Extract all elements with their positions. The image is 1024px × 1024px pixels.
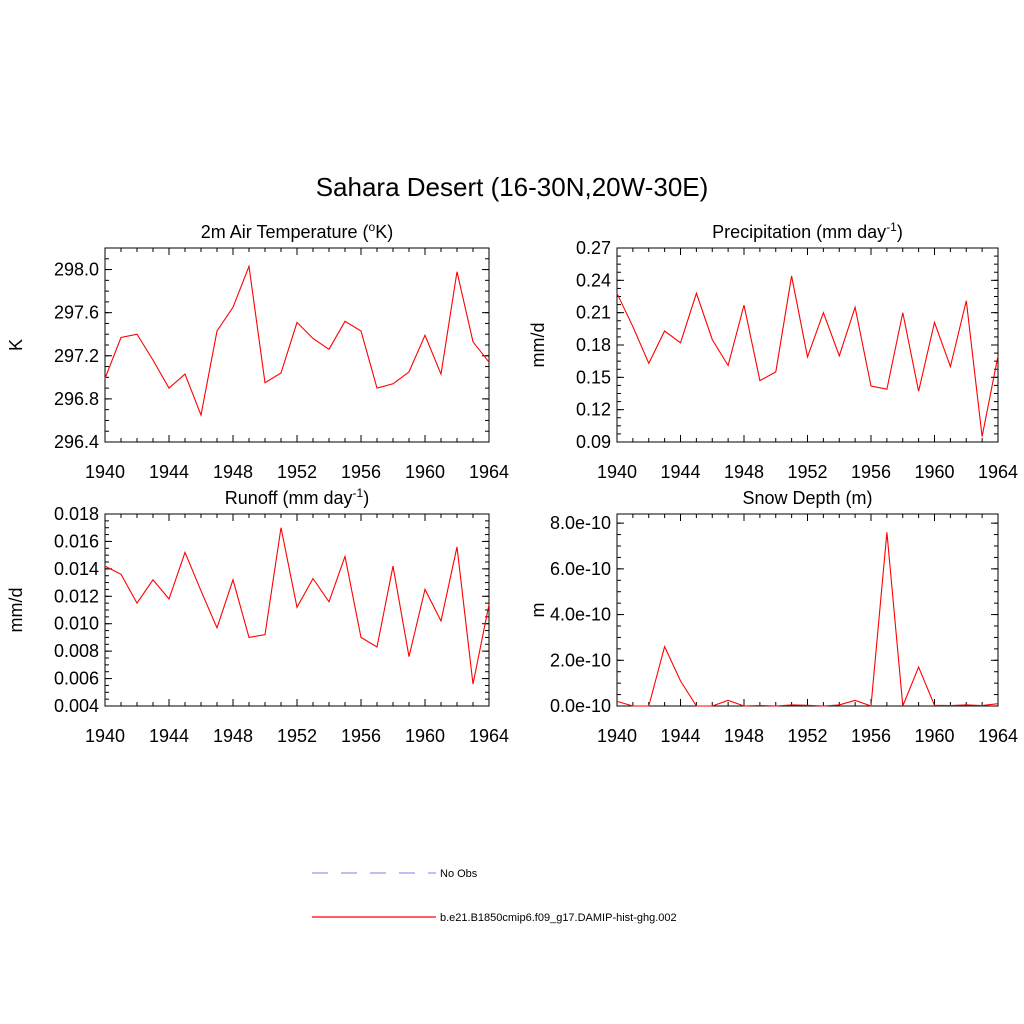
y-tick-label: 296.8 — [54, 389, 99, 409]
x-tick-label: 1960 — [405, 462, 445, 482]
y-tick-label: 296.4 — [54, 432, 99, 452]
panel-title-part: ) — [897, 222, 903, 242]
panel-title: 2m Air Temperature (oK) — [201, 220, 393, 242]
x-tick-label: 1940 — [597, 726, 637, 746]
y-tick-label: 0.21 — [576, 303, 611, 323]
plot-frame — [104, 513, 490, 707]
chart-panel-3: 1940 1944 1948 1952 1956 1960 1964 0.004 0.006 0.… — [6, 486, 509, 746]
series-line — [104, 264, 490, 418]
x-tick-label: 1948 — [213, 462, 253, 482]
x-tick-label: 1944 — [149, 726, 189, 746]
y-tick-label: 298.0 — [54, 260, 99, 280]
x-tick-label: 1948 — [724, 726, 764, 746]
chart-panel-2: 1940 1944 1948 1952 1956 1960 1964 0.09 0.12 0.15… — [528, 220, 1018, 482]
x-tick-label: 1964 — [978, 726, 1018, 746]
y-tick-label: 8.0e-10 — [550, 513, 611, 533]
y-tick-label: 4.0e-10 — [550, 605, 611, 625]
panel-title-part: -1 — [886, 220, 897, 234]
panel-title: Snow Depth (m) — [742, 488, 872, 508]
panel-title-part: -1 — [353, 486, 364, 500]
x-tick-label: 1956 — [851, 726, 891, 746]
x-tick-label: 1944 — [149, 462, 189, 482]
x-tick-label: 1952 — [787, 726, 827, 746]
panel-title-part: K) — [375, 222, 393, 242]
x-tick-label: 1952 — [277, 726, 317, 746]
x-tick-label: 1964 — [978, 462, 1018, 482]
panels: 1940 1944 1948 1952 1956 1960 1964 296.4 296.8 29… — [6, 220, 1018, 746]
panel-title: Runoff (mm day-1) — [225, 486, 369, 508]
series-line — [104, 527, 490, 685]
y-tick-label: 0.09 — [576, 432, 611, 452]
plot-frame — [616, 247, 999, 443]
y-tick-label: 0.016 — [54, 531, 99, 551]
y-tick-label: 0.18 — [576, 335, 611, 355]
y-tick-label: 0.27 — [576, 238, 611, 258]
x-tick-label: 1952 — [277, 462, 317, 482]
legend: No Obs b.e21.B1850cmip6.f09_g17.DAMIP-his… — [312, 868, 677, 924]
x-tick-label: 1960 — [914, 462, 954, 482]
legend-label: b.e21.B1850cmip6.f09_g17.DAMIP-hist-ghg.… — [440, 912, 677, 924]
figure-title: Sahara Desert (16-30N,20W-30E) — [316, 172, 709, 202]
y-axis-label: m — [528, 603, 548, 618]
y-tick-label: 0.006 — [54, 669, 99, 689]
x-tick-label: 1948 — [213, 726, 253, 746]
y-tick-label: 297.2 — [54, 346, 99, 366]
series-line — [616, 532, 999, 707]
panel-title-part: Precipitation (mm day — [712, 222, 886, 242]
y-tick-label: 0.15 — [576, 367, 611, 387]
plot-frame — [616, 513, 999, 707]
x-tick-label: 1956 — [341, 462, 381, 482]
y-tick-label: 0.014 — [54, 559, 99, 579]
x-tick-label: 1956 — [341, 726, 381, 746]
y-tick-label: 0.018 — [54, 504, 99, 524]
y-tick-label: 0.004 — [54, 696, 99, 716]
panel-title: Precipitation (mm day-1) — [712, 220, 903, 242]
series-line — [616, 275, 999, 437]
panel-title-part: Snow Depth (m) — [742, 488, 872, 508]
y-tick-label: 2.0e-10 — [550, 650, 611, 670]
x-tick-label: 1940 — [597, 462, 637, 482]
panel-title-part: o — [369, 220, 376, 234]
x-tick-label: 1940 — [85, 462, 125, 482]
panel-title-part: ) — [363, 488, 369, 508]
panel-title-part: 2m Air Temperature ( — [201, 222, 369, 242]
x-tick-label: 1960 — [914, 726, 954, 746]
x-tick-label: 1940 — [85, 726, 125, 746]
x-tick-label: 1964 — [469, 726, 509, 746]
y-tick-label: 0.12 — [576, 400, 611, 420]
y-tick-label: 0.008 — [54, 641, 99, 661]
y-tick-label: 0.012 — [54, 586, 99, 606]
y-tick-label: 6.0e-10 — [550, 559, 611, 579]
y-tick-label: 297.6 — [54, 303, 99, 323]
x-tick-label: 1956 — [851, 462, 891, 482]
y-tick-label: 0.24 — [576, 270, 611, 290]
plot-frame — [104, 247, 490, 443]
panel-title-part: Runoff (mm day — [225, 488, 353, 508]
y-axis-label: K — [6, 339, 26, 351]
x-tick-label: 1948 — [724, 462, 764, 482]
y-tick-label: 0.010 — [54, 614, 99, 634]
legend-label: No Obs — [440, 868, 478, 880]
x-tick-label: 1952 — [787, 462, 827, 482]
x-tick-label: 1964 — [469, 462, 509, 482]
y-axis-label: mm/d — [6, 588, 26, 633]
x-tick-label: 1944 — [660, 462, 700, 482]
chart-panel-4: 1940 1944 1948 1952 1956 1960 1964 0.0e-10 2.0e-… — [528, 488, 1018, 746]
y-axis-label: mm/d — [528, 323, 548, 368]
x-tick-label: 1960 — [405, 726, 445, 746]
x-tick-label: 1944 — [660, 726, 700, 746]
y-tick-label: 0.0e-10 — [550, 696, 611, 716]
chart-panel-1: 1940 1944 1948 1952 1956 1960 1964 296.4 296.8 29… — [6, 220, 509, 482]
